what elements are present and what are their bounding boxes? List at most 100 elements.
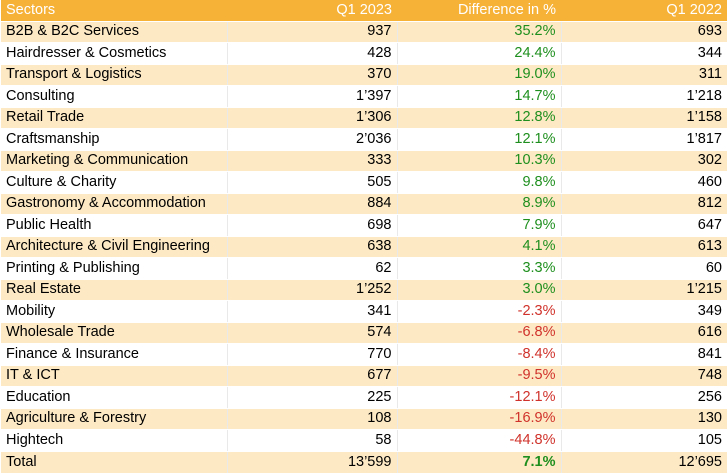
q1-2023-cell: 333 — [226, 150, 397, 172]
q1-2023-cell: 770 — [226, 343, 397, 366]
q1-2023-cell: 2’036 — [226, 128, 397, 151]
table-row: Culture & Charity 505 9.8% 460 — [1, 171, 727, 194]
difference-cell: -8.4% — [396, 343, 561, 366]
table-row: Mobility 341 -2.3% 349 — [1, 300, 727, 323]
difference-cell: 7.9% — [396, 214, 561, 237]
q1-2022-cell: 841 — [560, 343, 727, 366]
table-row: Hightech 58 -44.8% 105 — [1, 429, 727, 452]
sector-cell: Hightech — [1, 429, 227, 452]
q1-2022-cell: 613 — [560, 236, 727, 258]
difference-cell: 19.0% — [396, 64, 561, 86]
total-row: Total 13’599 7.1% 12’695 — [1, 450, 727, 474]
q1-2022-cell: 1’158 — [560, 107, 727, 129]
table-row: Hairdresser & Cosmetics 428 24.4% 344 — [1, 42, 727, 65]
sector-cell: Gastronomy & Accommodation — [1, 193, 227, 215]
sector-cell: Education — [1, 386, 227, 409]
total-difference: 7.1% — [396, 450, 561, 474]
table-row: Architecture & Civil Engineering 638 4.1% 6… — [1, 236, 727, 258]
difference-cell: 10.3% — [396, 150, 561, 172]
table-row: IT & ICT 677 -9.5% 748 — [1, 365, 727, 387]
header-q1-2022: Q1 2022 — [561, 0, 727, 22]
table-row: Retail Trade 1’306 12.8% 1’158 — [1, 107, 727, 129]
table-row: Transport & Logistics 370 19.0% 311 — [1, 64, 727, 86]
difference-cell: 12.1% — [396, 128, 561, 151]
q1-2023-cell: 370 — [226, 64, 397, 86]
q1-2022-cell: 812 — [560, 193, 727, 215]
sector-cell: Architecture & Civil Engineering — [1, 236, 227, 258]
difference-cell: -44.8% — [396, 429, 561, 452]
sector-cell: Finance & Insurance — [1, 343, 227, 366]
sector-cell: Real Estate — [1, 279, 227, 301]
q1-2022-cell: 311 — [560, 64, 727, 86]
q1-2022-cell: 1’817 — [560, 128, 727, 151]
q1-2023-cell: 108 — [226, 408, 397, 430]
q1-2022-cell: 1’215 — [560, 279, 727, 301]
q1-2023-cell: 225 — [226, 386, 397, 409]
q1-2023-cell: 574 — [226, 322, 397, 344]
table-body: B2B & B2C Services 937 35.2% 693 Hairdresser… — [1, 21, 727, 452]
sector-cell: Printing & Publishing — [1, 257, 227, 280]
total-label: Total — [1, 450, 227, 474]
sector-cell: B2B & B2C Services — [1, 21, 227, 43]
table-row: Real Estate 1’252 3.0% 1’215 — [1, 279, 727, 301]
q1-2023-cell: 677 — [226, 365, 397, 387]
header-difference: Difference in % — [397, 0, 561, 22]
sector-cell: Mobility — [1, 300, 227, 323]
q1-2023-cell: 884 — [226, 193, 397, 215]
table-row: B2B & B2C Services 937 35.2% 693 — [1, 21, 727, 43]
q1-2022-cell: 616 — [560, 322, 727, 344]
difference-cell: -9.5% — [396, 365, 561, 387]
q1-2023-cell: 1’252 — [226, 279, 397, 301]
table-row: Marketing & Communication 333 10.3% 302 — [1, 150, 727, 172]
table-row: Craftsmanship 2’036 12.1% 1’817 — [1, 128, 727, 151]
q1-2022-cell: 130 — [560, 408, 727, 430]
difference-cell: 12.8% — [396, 107, 561, 129]
q1-2023-cell: 428 — [226, 42, 397, 65]
q1-2023-cell: 505 — [226, 171, 397, 194]
q1-2023-cell: 937 — [226, 21, 397, 43]
difference-cell: 8.9% — [396, 193, 561, 215]
q1-2023-cell: 638 — [226, 236, 397, 258]
sector-cell: Retail Trade — [1, 107, 227, 129]
q1-2023-cell: 1’397 — [226, 85, 397, 108]
total-q1-2022: 12’695 — [560, 450, 727, 474]
q1-2023-cell: 341 — [226, 300, 397, 323]
difference-cell: 24.4% — [396, 42, 561, 65]
sector-cell: Wholesale Trade — [1, 322, 227, 344]
q1-2022-cell: 647 — [560, 214, 727, 237]
q1-2023-cell: 62 — [226, 257, 397, 280]
header-q1-2023: Q1 2023 — [227, 0, 397, 22]
difference-cell: 3.3% — [396, 257, 561, 280]
q1-2022-cell: 693 — [560, 21, 727, 43]
q1-2022-cell: 256 — [560, 386, 727, 409]
q1-2022-cell: 748 — [560, 365, 727, 387]
q1-2022-cell: 302 — [560, 150, 727, 172]
sector-cell: Craftsmanship — [1, 128, 227, 151]
difference-cell: -12.1% — [396, 386, 561, 409]
difference-cell: 35.2% — [396, 21, 561, 43]
difference-cell: 4.1% — [396, 236, 561, 258]
sector-cell: Marketing & Communication — [1, 150, 227, 172]
q1-2022-cell: 1’218 — [560, 85, 727, 108]
sector-cell: Culture & Charity — [1, 171, 227, 194]
sector-cell: IT & ICT — [1, 365, 227, 387]
difference-cell: 3.0% — [396, 279, 561, 301]
table-row: Agriculture & Forestry 108 -16.9% 130 — [1, 408, 727, 430]
difference-cell: -6.8% — [396, 322, 561, 344]
difference-cell: -2.3% — [396, 300, 561, 323]
q1-2022-cell: 344 — [560, 42, 727, 65]
table-row: Public Health 698 7.9% 647 — [1, 214, 727, 237]
table-row: Gastronomy & Accommodation 884 8.9% 812 — [1, 193, 727, 215]
header-row: Sectors Q1 2023 Difference in % Q1 2022 — [1, 0, 727, 22]
sector-cell: Consulting — [1, 85, 227, 108]
q1-2022-cell: 105 — [560, 429, 727, 452]
sector-cell: Transport & Logistics — [1, 64, 227, 86]
table-row: Wholesale Trade 574 -6.8% 616 — [1, 322, 727, 344]
sector-cell: Hairdresser & Cosmetics — [1, 42, 227, 65]
q1-2023-cell: 1’306 — [226, 107, 397, 129]
sector-cell: Agriculture & Forestry — [1, 408, 227, 430]
q1-2023-cell: 698 — [226, 214, 397, 237]
table-row: Consulting 1’397 14.7% 1’218 — [1, 85, 727, 108]
table-row: Printing & Publishing 62 3.3% 60 — [1, 257, 727, 280]
